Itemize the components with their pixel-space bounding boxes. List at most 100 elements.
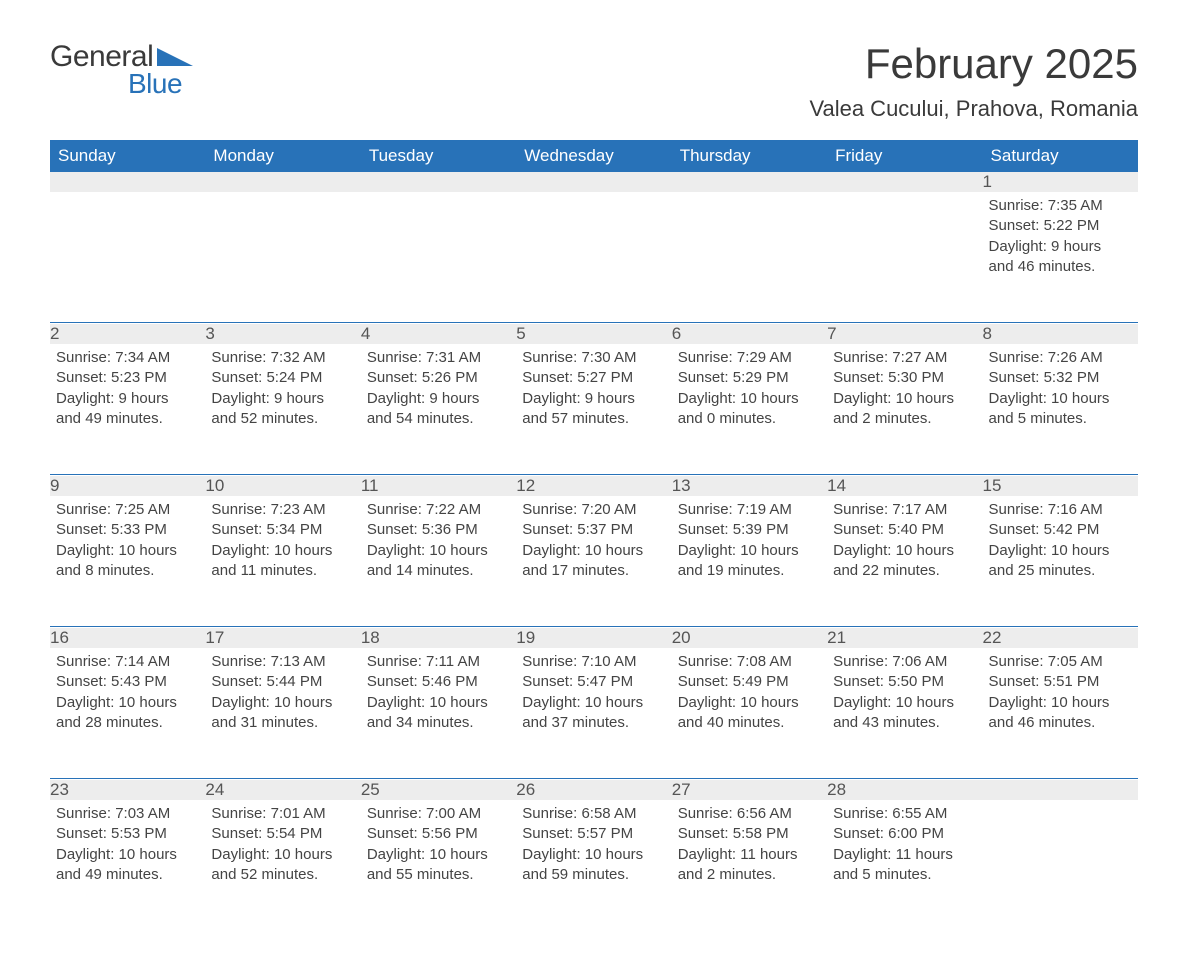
daylight-text: Daylight: 10 hours [833, 541, 976, 561]
day-number: 11 [361, 476, 516, 496]
daylight-text: and 31 minutes. [211, 713, 354, 733]
daylight-text: and 49 minutes. [56, 409, 199, 429]
daylight-text: and 40 minutes. [678, 713, 821, 733]
daylight-text: and 22 minutes. [833, 561, 976, 581]
day-cell: Sunrise: 7:22 AMSunset: 5:36 PMDaylight:… [361, 496, 516, 626]
sunset-text: Sunset: 5:37 PM [522, 520, 665, 540]
day-number: 28 [827, 780, 982, 800]
month-title: February 2025 [809, 40, 1138, 88]
day-number: 27 [672, 780, 827, 800]
sunset-text: Sunset: 5:34 PM [211, 520, 354, 540]
weekday-header: Friday [827, 140, 982, 172]
day-cell: Sunrise: 7:05 AMSunset: 5:51 PMDaylight:… [983, 648, 1138, 778]
day-cell [361, 192, 516, 322]
day-number-row: 9101112131415 [50, 476, 1138, 496]
day-number: 20 [672, 628, 827, 648]
day-cell: Sunrise: 7:13 AMSunset: 5:44 PMDaylight:… [205, 648, 360, 778]
sunrise-text: Sunrise: 6:55 AM [833, 804, 976, 824]
sunset-text: Sunset: 5:49 PM [678, 672, 821, 692]
daylight-text: Daylight: 10 hours [522, 541, 665, 561]
sunrise-text: Sunrise: 7:22 AM [367, 500, 510, 520]
day-cell: Sunrise: 7:06 AMSunset: 5:50 PMDaylight:… [827, 648, 982, 778]
sunrise-text: Sunrise: 7:16 AM [989, 500, 1132, 520]
daylight-text: Daylight: 11 hours [833, 845, 976, 865]
daylight-text: Daylight: 10 hours [678, 541, 821, 561]
day-cell: Sunrise: 7:14 AMSunset: 5:43 PMDaylight:… [50, 648, 205, 778]
day-number [361, 172, 516, 192]
weekday-header: Tuesday [361, 140, 516, 172]
day-cell: Sunrise: 7:01 AMSunset: 5:54 PMDaylight:… [205, 800, 360, 930]
daylight-text: and 8 minutes. [56, 561, 199, 581]
daylight-text: and 52 minutes. [211, 409, 354, 429]
daylight-text: and 19 minutes. [678, 561, 821, 581]
day-number: 8 [983, 324, 1138, 344]
daylight-text: Daylight: 10 hours [56, 693, 199, 713]
daylight-text: Daylight: 10 hours [367, 541, 510, 561]
daylight-text: and 43 minutes. [833, 713, 976, 733]
day-number: 3 [205, 324, 360, 344]
daylight-text: Daylight: 10 hours [678, 693, 821, 713]
day-number: 23 [50, 780, 205, 800]
daylight-text: Daylight: 10 hours [989, 693, 1132, 713]
day-number: 12 [516, 476, 671, 496]
day-cell [827, 192, 982, 322]
daylight-text: Daylight: 10 hours [989, 389, 1132, 409]
sunset-text: Sunset: 5:44 PM [211, 672, 354, 692]
day-number: 2 [50, 324, 205, 344]
day-number-row: 2345678 [50, 324, 1138, 344]
sunrise-text: Sunrise: 7:23 AM [211, 500, 354, 520]
sunset-text: Sunset: 5:51 PM [989, 672, 1132, 692]
day-number: 19 [516, 628, 671, 648]
sunrise-text: Sunrise: 7:30 AM [522, 348, 665, 368]
sunrise-text: Sunrise: 7:35 AM [989, 196, 1132, 216]
day-number [50, 172, 205, 192]
daylight-text: and 37 minutes. [522, 713, 665, 733]
day-cell: Sunrise: 6:56 AMSunset: 5:58 PMDaylight:… [672, 800, 827, 930]
daylight-text: Daylight: 10 hours [522, 845, 665, 865]
daylight-text: Daylight: 10 hours [989, 541, 1132, 561]
sunrise-text: Sunrise: 7:32 AM [211, 348, 354, 368]
day-cell [672, 192, 827, 322]
sunset-text: Sunset: 5:23 PM [56, 368, 199, 388]
day-number: 25 [361, 780, 516, 800]
sunset-text: Sunset: 6:00 PM [833, 824, 976, 844]
day-number-row: 232425262728 [50, 780, 1138, 800]
day-number-row: 16171819202122 [50, 628, 1138, 648]
sunrise-text: Sunrise: 6:56 AM [678, 804, 821, 824]
day-number: 13 [672, 476, 827, 496]
sunset-text: Sunset: 5:22 PM [989, 216, 1132, 236]
sunset-text: Sunset: 5:29 PM [678, 368, 821, 388]
daylight-text: Daylight: 9 hours [989, 237, 1132, 257]
sunrise-text: Sunrise: 7:14 AM [56, 652, 199, 672]
day-number: 10 [205, 476, 360, 496]
sunset-text: Sunset: 5:56 PM [367, 824, 510, 844]
daylight-text: Daylight: 9 hours [367, 389, 510, 409]
sunset-text: Sunset: 5:47 PM [522, 672, 665, 692]
sunrise-text: Sunrise: 6:58 AM [522, 804, 665, 824]
day-cell: Sunrise: 7:30 AMSunset: 5:27 PMDaylight:… [516, 344, 671, 474]
sunrise-text: Sunrise: 7:03 AM [56, 804, 199, 824]
day-number [672, 172, 827, 192]
day-number [205, 172, 360, 192]
daylight-text: and 55 minutes. [367, 865, 510, 885]
sunset-text: Sunset: 5:32 PM [989, 368, 1132, 388]
sunset-text: Sunset: 5:24 PM [211, 368, 354, 388]
day-cell: Sunrise: 6:58 AMSunset: 5:57 PMDaylight:… [516, 800, 671, 930]
sunrise-text: Sunrise: 7:01 AM [211, 804, 354, 824]
daylight-text: and 25 minutes. [989, 561, 1132, 581]
daylight-text: and 11 minutes. [211, 561, 354, 581]
day-cell [983, 800, 1138, 930]
day-cell: Sunrise: 7:03 AMSunset: 5:53 PMDaylight:… [50, 800, 205, 930]
daylight-text: Daylight: 10 hours [211, 541, 354, 561]
sunrise-text: Sunrise: 7:17 AM [833, 500, 976, 520]
daylight-text: and 2 minutes. [678, 865, 821, 885]
daylight-text: Daylight: 10 hours [833, 693, 976, 713]
daylight-text: Daylight: 10 hours [211, 693, 354, 713]
sunset-text: Sunset: 5:27 PM [522, 368, 665, 388]
weekday-header: Monday [205, 140, 360, 172]
day-cell: Sunrise: 7:34 AMSunset: 5:23 PMDaylight:… [50, 344, 205, 474]
sunrise-text: Sunrise: 7:25 AM [56, 500, 199, 520]
daylight-text: Daylight: 9 hours [522, 389, 665, 409]
day-number: 21 [827, 628, 982, 648]
day-number: 16 [50, 628, 205, 648]
